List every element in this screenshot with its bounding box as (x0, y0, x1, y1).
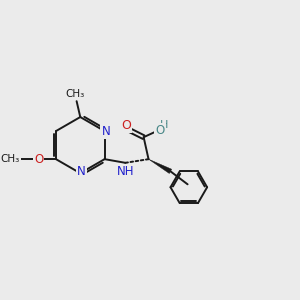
Text: N: N (101, 124, 110, 138)
Text: O: O (122, 119, 131, 132)
Polygon shape (148, 159, 172, 173)
Text: CH₃: CH₃ (1, 154, 20, 164)
Text: O: O (155, 124, 165, 136)
Text: CH₃: CH₃ (66, 89, 85, 99)
Text: H: H (160, 121, 169, 130)
Text: O: O (34, 153, 44, 166)
Text: NH: NH (117, 165, 134, 178)
Text: N: N (77, 166, 86, 178)
